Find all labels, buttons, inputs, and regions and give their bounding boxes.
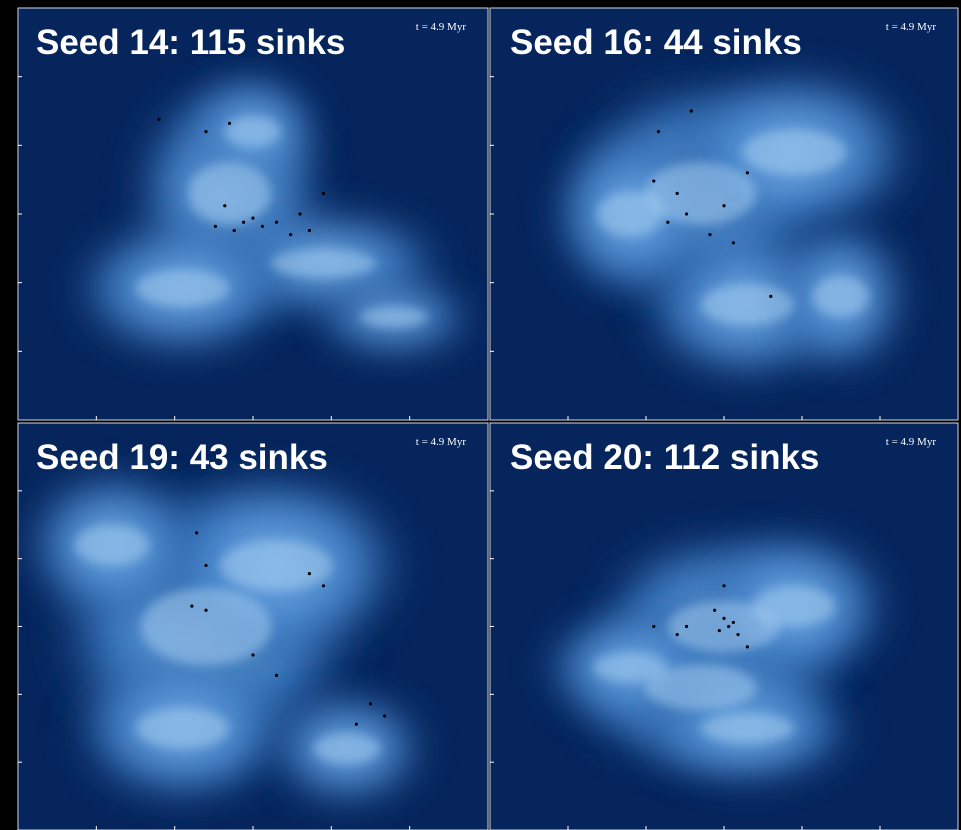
sink-particle: [204, 564, 207, 567]
sink-particle: [308, 229, 311, 232]
panel-title: Seed 20: 112 sinks: [510, 438, 819, 477]
cloud-core: [813, 276, 869, 317]
cloud-core: [220, 540, 333, 591]
sink-particle: [708, 233, 711, 236]
sink-particle: [204, 130, 207, 133]
sink-particle: [732, 621, 735, 624]
sink-particle: [369, 702, 372, 705]
sink-particle: [713, 609, 716, 612]
sink-particle: [228, 122, 231, 125]
sink-particle: [685, 625, 688, 628]
sink-particle: [322, 192, 325, 195]
cloud-core: [313, 733, 381, 764]
sink-particle: [233, 229, 236, 232]
time-label: t = 4.9 Myr: [416, 436, 467, 448]
panel-title: Seed 14: 115 sinks: [36, 23, 345, 62]
panel-title: Seed 16: 44 sinks: [510, 23, 802, 62]
sink-particle: [652, 179, 655, 182]
sink-particle: [676, 192, 679, 195]
sink-particle: [308, 572, 311, 575]
sink-particle: [242, 221, 245, 224]
sink-particle: [251, 653, 254, 656]
cloud-core: [360, 307, 428, 328]
sink-particle: [157, 118, 160, 121]
sink-particle: [322, 584, 325, 587]
sink-particle: [657, 130, 660, 133]
sink-particle: [204, 609, 207, 612]
cloud-core: [271, 249, 376, 278]
sink-particle: [275, 674, 278, 677]
page: Seed 14: 115 sinkst = 4.9 MyrSeed 16: 44…: [0, 0, 961, 830]
sink-particle: [722, 617, 725, 620]
sink-particle: [383, 714, 386, 717]
figure: Seed 14: 115 sinkst = 4.9 MyrSeed 16: 44…: [0, 0, 961, 830]
cloud-core: [593, 652, 668, 683]
sink-particle: [652, 625, 655, 628]
panel: Seed 19: 43 sinks t = 4.9 Myr: [18, 423, 488, 830]
sink-particle: [261, 225, 264, 228]
cloud-core: [136, 270, 230, 307]
gas-cloud: [18, 464, 432, 810]
sink-particle: [769, 295, 772, 298]
time-label: t = 4.9 Myr: [886, 21, 937, 33]
sink-particle: [727, 625, 730, 628]
panel: Seed 20: 112 sinks t = 4.9 Myr: [490, 423, 958, 830]
cloud-core: [701, 713, 795, 744]
panel: Seed 16: 44 sinks t = 4.9 Myr: [490, 8, 958, 420]
cloud-core: [701, 284, 795, 325]
sink-particle: [251, 217, 254, 220]
sink-particle: [676, 633, 679, 636]
sink-particle: [214, 225, 217, 228]
time-label: t = 4.9 Myr: [886, 436, 937, 448]
sink-particle: [722, 584, 725, 587]
sink-particle: [298, 212, 301, 215]
panel-title: Seed 19: 43 sinks: [36, 438, 328, 477]
cloud-core: [753, 586, 835, 627]
cloud-core: [597, 191, 664, 236]
sink-particle: [685, 212, 688, 215]
sink-particle: [718, 629, 721, 632]
sink-particle: [746, 645, 749, 648]
cloud-core: [74, 525, 149, 566]
cloud-core: [136, 708, 230, 749]
sink-particle: [746, 171, 749, 174]
sink-particle: [289, 233, 292, 236]
sink-particle: [690, 109, 693, 112]
sink-particle: [666, 221, 669, 224]
panel: Seed 14: 115 sinks t = 4.9 Myr: [18, 8, 488, 420]
sink-particle: [223, 204, 226, 207]
sink-particle: [195, 531, 198, 534]
time-label: t = 4.9 Myr: [416, 21, 467, 33]
sink-particle: [736, 633, 739, 636]
cloud-core: [742, 130, 847, 175]
sink-particle: [275, 221, 278, 224]
cloud-core: [225, 116, 281, 147]
sink-particle: [722, 204, 725, 207]
sink-particle: [355, 723, 358, 726]
sink-particle: [190, 605, 193, 608]
sink-particle: [732, 241, 735, 244]
cloud-core: [188, 163, 271, 225]
cloud-core: [140, 588, 272, 665]
